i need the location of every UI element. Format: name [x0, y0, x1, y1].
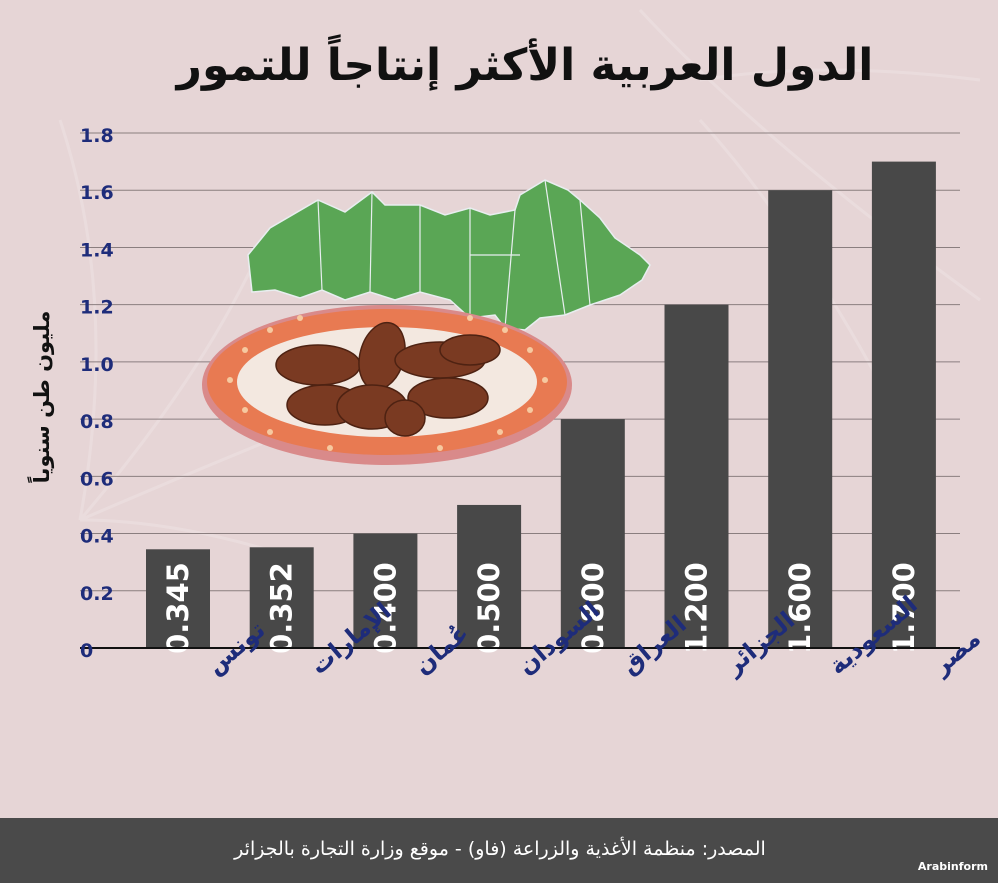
y-tick-label: 0.8 — [80, 411, 114, 433]
y-axis-ticks: 0 0.2 0.4 0.6 0.8 1.0 1.2 1.4 1.6 1.8 — [80, 125, 114, 662]
bar — [146, 549, 210, 648]
bar — [353, 533, 418, 648]
bar — [457, 504, 522, 648]
y-tick-label: 1.2 — [80, 297, 114, 319]
arab-world-map-icon — [247, 179, 651, 331]
y-tick-label: 0.2 — [80, 583, 114, 605]
bar-value-label: 1.200 — [680, 562, 714, 654]
bar — [560, 419, 625, 648]
y-tick-label: 1.0 — [80, 354, 114, 376]
dates-plate-icon — [202, 305, 572, 465]
bar-value-label: 0.400 — [368, 562, 402, 654]
illustration — [202, 179, 651, 465]
bar — [249, 547, 314, 648]
bar-value-label: 1.700 — [887, 562, 921, 654]
y-tick-label: 1.4 — [80, 239, 114, 261]
bar-value-label: 0.345 — [161, 562, 195, 654]
bar-value-label: 1.600 — [783, 562, 817, 654]
bar-value-label: 0.500 — [472, 562, 506, 654]
bar-value-label: 0.352 — [265, 562, 299, 654]
y-tick-label: 0 — [80, 640, 93, 662]
bar — [768, 190, 833, 648]
chart-title: الدول العربية الأكثر إنتاجاً للتمور — [176, 40, 874, 91]
y-tick-label: 1.8 — [80, 125, 114, 147]
y-tick-label: 0.6 — [80, 468, 114, 490]
bar-chart: 0.345 0.352 0.400 0.500 0.800 1.200 1.600 1.700… — [80, 125, 986, 681]
bar-value-label: 0.800 — [576, 562, 610, 654]
brand-logo-text: Arabinform — [917, 860, 988, 873]
bar — [871, 161, 936, 648]
y-tick-label: 0.4 — [80, 526, 114, 548]
y-tick-label: 1.6 — [80, 182, 114, 204]
bars: 0.345 0.352 0.400 0.500 0.800 1.200 1.600 1.700 — [80, 161, 960, 654]
y-axis-label: مليون طن سنوياً — [30, 310, 54, 484]
source-note: المصدر: منظمة الأغذية والزراعة (فاو) - م… — [234, 838, 766, 860]
bar — [664, 304, 729, 648]
footer-bar: المصدر: منظمة الأغذية والزراعة (فاو) - م… — [0, 818, 998, 883]
